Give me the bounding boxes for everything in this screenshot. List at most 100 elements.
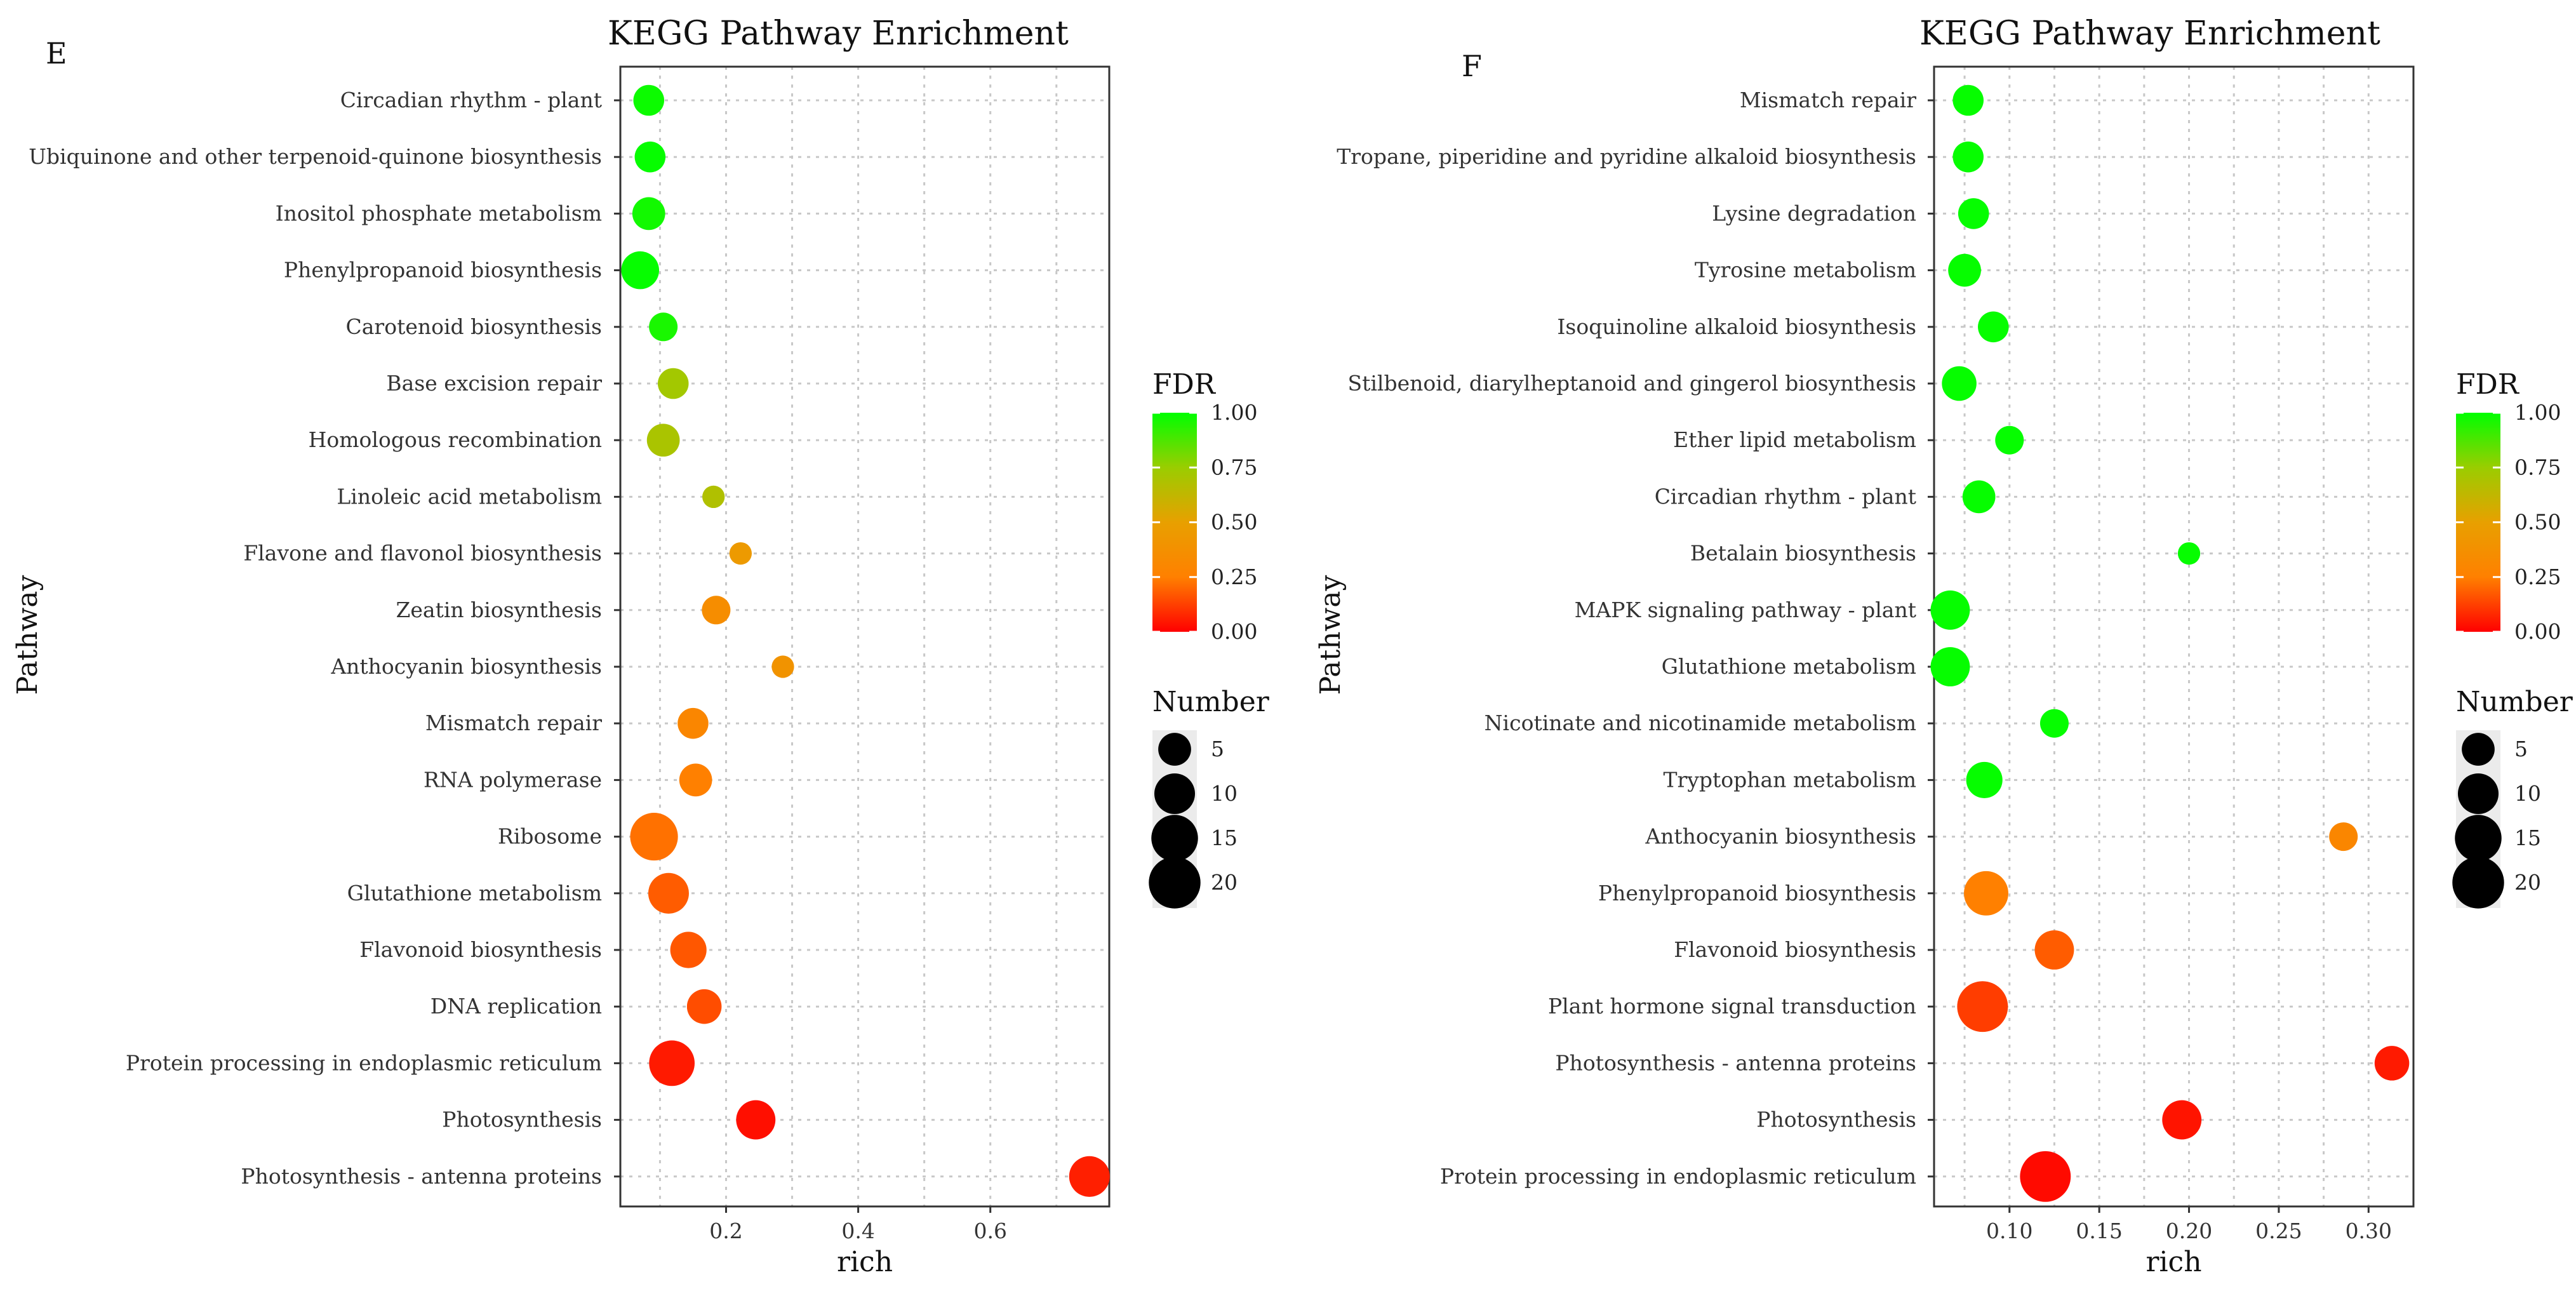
- data-point: [648, 872, 689, 914]
- fdr-legend-label: 0.50: [1211, 510, 1257, 535]
- x-axis-title: rich: [2146, 1246, 2201, 1278]
- data-point: [2039, 709, 2069, 738]
- y-tick-label: Mismatch repair: [425, 711, 602, 735]
- number-legend-dot: [2462, 733, 2495, 766]
- data-point: [2374, 1046, 2410, 1081]
- number-legend-dot: [2452, 857, 2504, 909]
- data-point: [729, 542, 752, 565]
- data-point: [657, 368, 689, 399]
- y-tick-label: Zeatin biosynthesis: [396, 598, 602, 622]
- data-point: [649, 312, 678, 342]
- number-legend-label: 20: [2514, 870, 2541, 895]
- panel-f: F KEGG Pathway Enrichment Mismatch repair T…: [1314, 15, 2573, 1278]
- y-tick-label: Anthocyanin biosynthesis: [330, 654, 602, 679]
- y-tick-label: Linoleic acid metabolism: [337, 484, 602, 509]
- data-point: [630, 813, 678, 861]
- data-point: [2329, 822, 2358, 852]
- data-point: [1948, 253, 1981, 287]
- y-tick-label: Photosynthesis: [1756, 1107, 1916, 1132]
- data-point: [1966, 761, 2003, 798]
- data-point: [1930, 590, 1970, 630]
- y-tick-label: Flavonoid biosynthesis: [1674, 937, 1916, 962]
- fdr-legend-label: 0.00: [1211, 619, 1257, 644]
- fdr-legend-label: 0.50: [2514, 510, 2561, 535]
- number-legend-dot: [1149, 857, 1201, 909]
- number-legend-dot: [1154, 773, 1196, 815]
- plot-frame: [1933, 65, 2415, 1208]
- data-point: [670, 932, 707, 968]
- data-point: [686, 989, 722, 1024]
- y-tick-label: MAPK signaling pathway - plant: [1575, 598, 1916, 622]
- number-legend-dot: [2457, 773, 2499, 815]
- y-tick-label: Isoquinoline alkaloid biosynthesis: [1557, 314, 1916, 339]
- x-tick-label: 0.20: [2166, 1219, 2212, 1243]
- data-point: [633, 84, 665, 116]
- number-legend-label: 20: [1211, 870, 1238, 895]
- data-point: [679, 763, 712, 797]
- y-tick-label: Phenylpropanoid biosynthesis: [1598, 881, 1916, 905]
- data-point: [677, 707, 709, 739]
- y-tick-label: Ubiquinone and other terpenoid-quinone b…: [29, 144, 602, 169]
- y-tick-label: Protein processing in endoplasmic reticu…: [126, 1050, 602, 1075]
- data-point: [1952, 141, 1984, 173]
- number-legend-label: 10: [2514, 781, 2541, 806]
- number-legend-label: 10: [1211, 781, 1238, 806]
- panel-e: E KEGG Pathway Enrichment Circadian rhythm…: [11, 15, 1270, 1278]
- x-tick-label: 0.25: [2255, 1219, 2302, 1243]
- y-tick-label: Tryptophan metabolism: [1663, 767, 1916, 792]
- y-tick-label: Betalain biosynthesis: [1690, 541, 1916, 566]
- x-tick-label: 0.6: [973, 1219, 1006, 1243]
- plot-frame: [619, 65, 1111, 1208]
- panel-label: E: [46, 36, 67, 70]
- y-tick-label: Circadian rhythm - plant: [1655, 484, 1916, 509]
- y-tick-label: Flavonoid biosynthesis: [359, 937, 602, 962]
- data-point: [1962, 480, 1996, 514]
- panel-label: F: [1462, 49, 1482, 83]
- data-point: [2162, 1100, 2202, 1140]
- y-tick-label: Inositol phosphate metabolism: [276, 201, 602, 225]
- data-point: [649, 1040, 695, 1086]
- x-tick-label: 0.4: [841, 1219, 874, 1243]
- data-point: [1952, 84, 1984, 116]
- number-legend-label: 15: [2514, 825, 2541, 850]
- fdr-legend-title: FDR: [2456, 368, 2520, 401]
- x-tick-label: 0.10: [1986, 1219, 2032, 1243]
- y-tick-label: Photosynthesis - antenna proteins: [1555, 1050, 1916, 1075]
- fdr-legend-label: 0.75: [2514, 455, 2561, 479]
- y-tick-label: Plant hormone signal transduction: [1548, 994, 1916, 1019]
- number-legend-label: 5: [2514, 737, 2528, 761]
- y-tick-label: Anthocyanin biosynthesis: [1645, 824, 1916, 849]
- data-point: [736, 1100, 776, 1140]
- number-legend-dot: [1158, 733, 1191, 766]
- fdr-legend-label: 0.75: [1211, 455, 1257, 479]
- data-point: [634, 141, 666, 173]
- chart-title: KEGG Pathway Enrichment: [1919, 15, 2380, 53]
- number-legend-title: Number: [2456, 686, 2573, 718]
- data-point: [1978, 311, 2009, 343]
- y-tick-label: Nicotinate and nicotinamide metabolism: [1485, 711, 1916, 735]
- number-legend-dot: [1151, 815, 1198, 862]
- y-tick-label: Glutathione metabolism: [1662, 654, 1916, 679]
- y-tick-label: Ether lipid metabolism: [1673, 427, 1916, 452]
- fdr-legend-title: FDR: [1152, 368, 1217, 401]
- data-point: [771, 655, 794, 678]
- y-tick-label: Homologous recombination: [309, 427, 602, 452]
- x-tick-label: 0.30: [2346, 1219, 2392, 1243]
- y-tick-label: Circadian rhythm - plant: [340, 88, 602, 112]
- data-point: [646, 424, 680, 457]
- y-tick-label: Tropane, piperidine and pyridine alkaloi…: [1337, 144, 1916, 169]
- data-point: [1930, 647, 1970, 686]
- number-legend-dot: [2455, 815, 2502, 862]
- y-tick-label: Glutathione metabolism: [347, 881, 602, 905]
- data-point: [1995, 425, 2024, 455]
- data-point: [2034, 930, 2074, 970]
- y-tick-label: Ribosome: [498, 824, 602, 849]
- fdr-legend-label: 0.00: [2514, 619, 2561, 644]
- y-axis-title: Pathway: [11, 575, 44, 695]
- x-axis-title: rich: [837, 1246, 893, 1278]
- data-point: [621, 251, 660, 290]
- y-tick-label: Base excision repair: [386, 371, 602, 396]
- data-point: [2177, 542, 2201, 565]
